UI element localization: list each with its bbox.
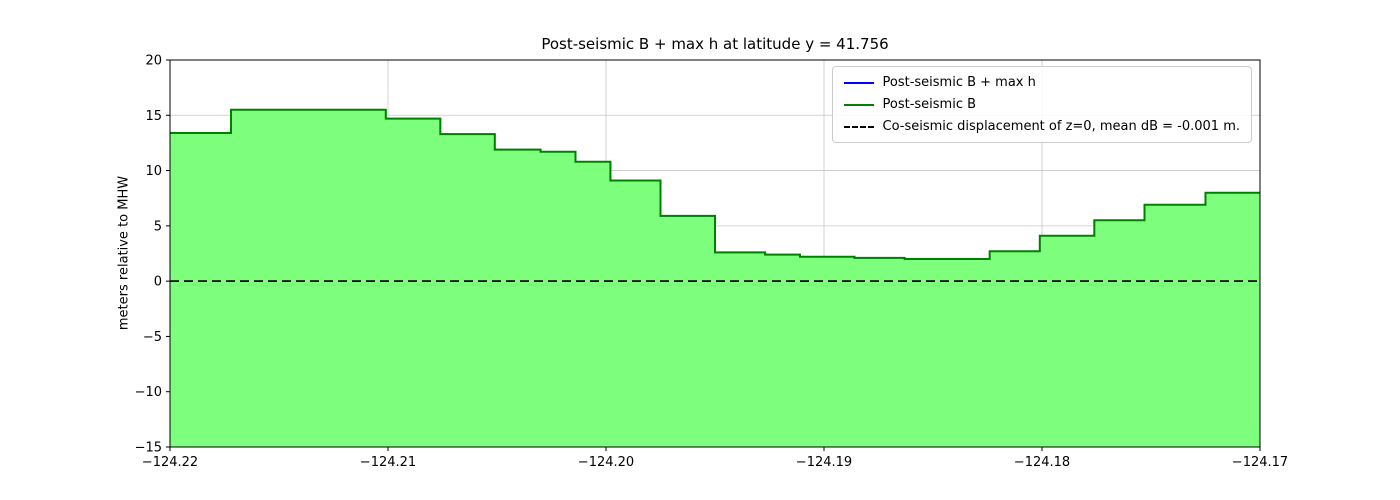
y-tick-label: 5 [154,219,162,234]
legend-label-post-seismic-b-plus-maxh: Post-seismic B + max h [882,75,1036,90]
x-tick-label: −124.17 [1232,455,1288,470]
x-tick-label: −124.22 [142,455,198,470]
legend-line-sample-black-dashed [843,125,874,128]
legend-line-sample-green [843,103,874,106]
x-tick-label: −124.19 [796,455,852,470]
y-tick-label: −5 [143,330,162,345]
y-tick-label: −15 [135,441,162,456]
x-tick-label: −124.21 [360,455,416,470]
legend-label-post-seismic-b: Post-seismic B [882,97,977,112]
chart-title: Post-seismic B + max h at latitude y = 4… [541,35,889,53]
post-seismic-b-area [170,109,1260,448]
legend: Post-seismic B + max h Post-seismic B Co… [831,66,1252,143]
legend-line-sample-blue [843,81,874,84]
legend-item-coseismic-displacement: Co-seismic displacement of z=0, mean dB … [843,119,1241,134]
y-tick-label: 10 [145,164,162,179]
y-tick-label: 15 [145,109,162,124]
tick-labels: −124.22 −124.21 −124.20 −124.19 −124.18 −124.… [135,54,1289,471]
post-seismic-b-line [170,108,1260,260]
tick-marks [166,59,1261,451]
y-tick-label: 0 [154,275,162,290]
legend-item-post-seismic-b-plus-maxh: Post-seismic B + max h [843,75,1241,90]
x-tick-label: −124.18 [1014,455,1070,470]
x-tick-label: −124.20 [578,455,634,470]
legend-item-post-seismic-b: Post-seismic B [843,97,1241,112]
y-tick-label: 20 [145,54,162,69]
plot-border [169,59,1261,448]
legend-label-coseismic-displacement: Co-seismic displacement of z=0, mean dB … [882,119,1241,134]
y-tick-label: −10 [135,385,162,400]
